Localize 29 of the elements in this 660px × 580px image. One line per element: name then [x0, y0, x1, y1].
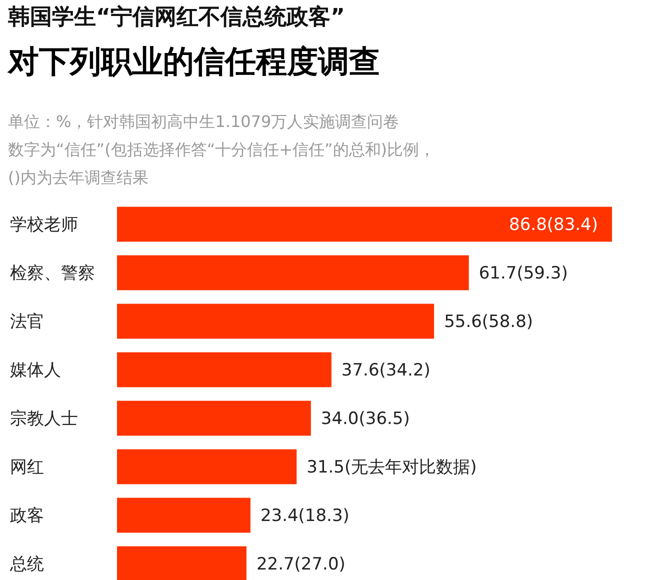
bar: [117, 498, 250, 533]
data-label: 22.7(27.0): [256, 554, 346, 575]
chart-title: 韩国学生“宁信网红不信总统政客”: [7, 4, 345, 30]
data-label: 61.7(59.3): [478, 264, 568, 284]
data-label: 23.4(18.3): [260, 506, 350, 526]
y-tick-label: 政客: [10, 506, 44, 526]
chart-subtitle: 对下列职业的信任程度调查: [7, 44, 380, 80]
bar: [117, 255, 469, 290]
data-label: 34.0(36.5): [320, 409, 410, 430]
text: 数字为“信任”(包括选择作答“十分信任+信任”的总和)比例，: [8, 140, 436, 159]
y-tick-label: 学校老师: [10, 215, 78, 236]
y-tick-label: 媒体人: [10, 360, 61, 381]
bar: [117, 449, 297, 484]
y-tick-label: 总统: [9, 554, 44, 575]
text: ()内为去年调查结果: [8, 168, 148, 187]
data-label: 55.6(58.8): [444, 312, 534, 332]
y-tick-label: 法官: [10, 312, 44, 332]
bar: [117, 400, 311, 436]
bar: [117, 304, 434, 339]
bar: [117, 352, 332, 388]
bar: [117, 206, 612, 242]
y-tick-label: 网红: [10, 458, 44, 478]
y-tick-label: 宗教人士: [10, 409, 78, 430]
data-label: 31.5(无去年对比数据): [306, 458, 477, 478]
bar: [117, 546, 246, 580]
data-label: 86.8(83.4): [509, 215, 598, 236]
y-tick-label: 检察、警察: [10, 264, 95, 284]
text: 单位：%，针对韩国初高中生1.1079万人实施调查问卷: [8, 112, 400, 131]
data-label: 37.6(34.2): [341, 360, 430, 381]
